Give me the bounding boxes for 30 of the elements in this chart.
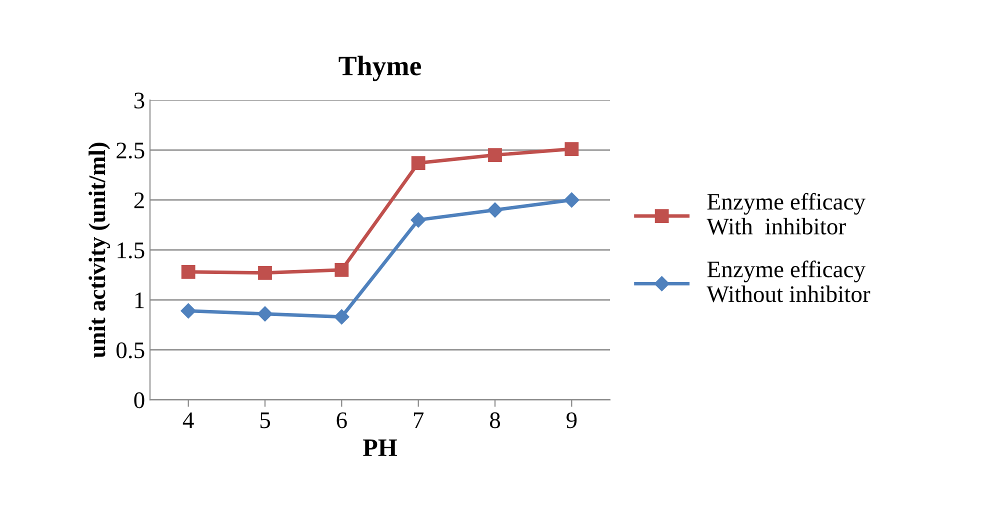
y-tick-label: 1 [135,292,144,308]
point [181,264,196,279]
x-axis-title: PH [363,440,397,456]
point [564,142,579,156]
y-tick-label: 0.5 [116,342,144,358]
x-tick-label: 6 [336,412,347,428]
point [487,202,503,218]
point [257,306,273,322]
y-tick-label: 0 [134,392,144,408]
legend-label: Enzyme efficacy With inhibitor [706,192,866,235]
point [411,156,426,170]
point [488,148,502,162]
chart-title: Thyme [338,56,421,82]
x-tick-label: 9 [566,412,577,428]
point [564,192,580,208]
x-tick-label: 5 [260,412,270,428]
point [334,309,350,324]
y-tick-label: 3 [134,92,144,108]
y-tick-label: 2 [134,192,144,208]
y-tick-label: 1.5 [118,242,144,258]
y-tick-label: 2.5 [116,142,144,159]
x-tick-label: 4 [182,412,194,428]
point [410,212,426,228]
point [180,303,196,318]
point [258,266,272,280]
x-tick-label: 8 [490,412,500,428]
y-axis-title: unit activity (unit/ml) [88,142,110,358]
point [334,262,349,277]
x-tick-label: 7 [414,412,424,428]
legend-label: Enzyme efficacy Without inhibitor [706,260,870,302]
